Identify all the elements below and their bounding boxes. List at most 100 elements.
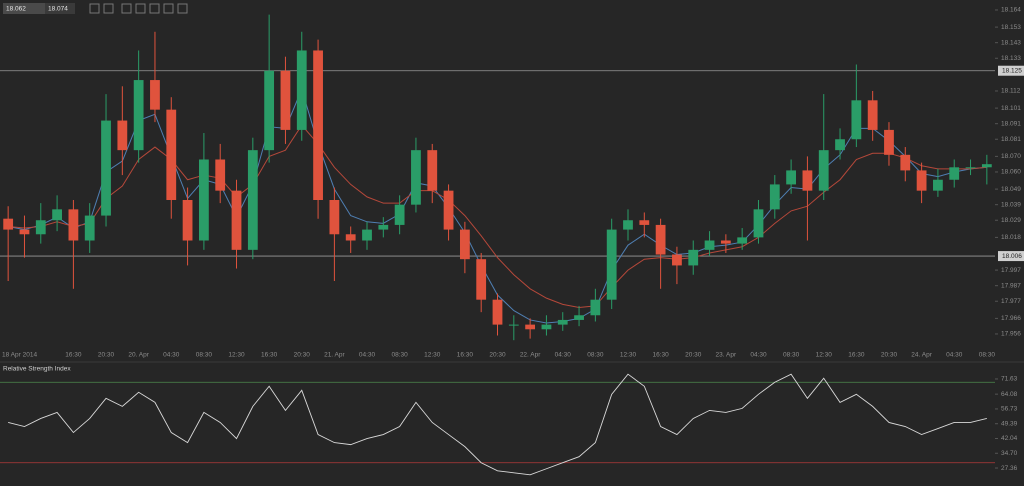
- indicator-button[interactable]: [135, 3, 146, 14]
- y-tick-label: 18.091: [1001, 120, 1021, 127]
- y-tick-label: 18.112: [1001, 88, 1021, 95]
- level-label-box: [998, 251, 1024, 262]
- x-tick-label: 12:30: [424, 352, 441, 359]
- candle-body: [101, 120, 111, 216]
- y-tick-label: 56.73: [1001, 406, 1018, 413]
- chart-type-button[interactable]: [121, 3, 132, 14]
- draw-button[interactable]: [177, 3, 188, 14]
- candle-body: [541, 324, 552, 330]
- x-tick-label: 20:30: [294, 352, 311, 359]
- candle-body: [704, 240, 715, 250]
- candle-body: [525, 324, 536, 330]
- x-tick-label: 12:30: [620, 352, 637, 359]
- bid-box[interactable]: [3, 3, 45, 14]
- x-tick-label: 04:30: [163, 352, 180, 359]
- candle-body: [867, 100, 878, 130]
- candle-body: [19, 229, 30, 235]
- candle-body: [900, 154, 911, 171]
- y-tick-label: 17.977: [1001, 298, 1021, 305]
- level-label-box: [998, 65, 1024, 76]
- y-tick-label: 71.63: [1001, 376, 1018, 383]
- candle-body: [769, 184, 780, 210]
- copy-button[interactable]: [149, 3, 160, 14]
- candle-body: [476, 259, 487, 300]
- ask-price: 18.074: [48, 6, 68, 13]
- candle-body: [639, 220, 650, 225]
- candle-body: [199, 159, 209, 241]
- candle-body: [492, 299, 503, 325]
- candle-body: [753, 209, 764, 238]
- x-tick-label: 16:30: [261, 352, 278, 359]
- y-tick-label: 18.081: [1001, 136, 1021, 143]
- candle-body: [362, 229, 372, 241]
- candle-body: [590, 299, 601, 316]
- candle-body: [117, 120, 128, 151]
- candle-body: [557, 319, 568, 325]
- y-tick-label: 18.049: [1001, 186, 1021, 193]
- ask-box[interactable]: [45, 3, 75, 14]
- candle-body: [264, 70, 275, 151]
- candle-body: [933, 179, 943, 191]
- candle-body: [345, 234, 356, 241]
- candle-body: [378, 224, 389, 230]
- candle-body: [459, 229, 470, 260]
- x-tick-label: 04:30: [750, 352, 767, 359]
- candle-body: [949, 167, 960, 180]
- candle-body: [786, 170, 796, 185]
- y-tick-label: 17.966: [1001, 315, 1021, 322]
- x-tick-label: 08:30: [196, 352, 213, 359]
- x-tick-label: 04:30: [359, 352, 376, 359]
- level-label: 18.006: [1002, 253, 1022, 260]
- rsi-title: Relative Strength Index: [3, 366, 71, 373]
- candle-body: [672, 254, 682, 266]
- zoom-out-button[interactable]: [103, 3, 114, 14]
- candle-body: [606, 229, 617, 300]
- x-tick-label: 20:30: [98, 352, 115, 359]
- candle-body: [394, 204, 405, 225]
- x-tick-label: 18 Apr 2014: [2, 352, 37, 359]
- y-tick-label: 18.101: [1001, 105, 1021, 112]
- y-tick-label: 17.997: [1001, 267, 1021, 274]
- candle-body: [851, 100, 862, 140]
- x-tick-label: 08:30: [391, 352, 408, 359]
- candle-body: [150, 80, 160, 110]
- y-tick-label: 18.018: [1001, 234, 1021, 241]
- y-tick-label: 18.133: [1001, 55, 1021, 62]
- x-tick-label: 08:30: [979, 352, 996, 359]
- candle-body: [655, 224, 666, 255]
- y-tick-label: 18.143: [1001, 39, 1021, 46]
- candle-body: [133, 80, 144, 151]
- candle-body: [916, 170, 927, 191]
- candle-body: [166, 109, 177, 200]
- x-tick-label: 16:30: [848, 352, 865, 359]
- bid-price: 18.062: [6, 6, 26, 13]
- x-tick-label: 16:30: [652, 352, 669, 359]
- candle-body: [737, 237, 748, 244]
- candle-body: [965, 167, 976, 169]
- y-tick-label: 34.70: [1001, 450, 1018, 457]
- rsi-line: [8, 373, 987, 476]
- candle-body: [231, 190, 242, 250]
- candle-body: [3, 218, 14, 230]
- y-tick-label: 18.039: [1001, 201, 1021, 208]
- x-tick-label: 20:30: [489, 352, 506, 359]
- candle-body: [313, 50, 323, 201]
- settings-button[interactable]: [163, 3, 174, 14]
- x-tick-label: 20:30: [685, 352, 702, 359]
- y-tick-label: 18.070: [1001, 153, 1021, 160]
- candle-body: [835, 139, 845, 151]
- x-tick-label: 16:30: [457, 352, 474, 359]
- candle-body: [280, 70, 291, 130]
- x-tick-label: 04:30: [946, 352, 963, 359]
- x-tick-label: 24. Apr: [911, 352, 932, 359]
- x-tick-label: 12:30: [816, 352, 833, 359]
- y-tick-label: 64.08: [1001, 391, 1018, 398]
- candle-body: [508, 324, 519, 326]
- y-tick-label: 49.39: [1001, 420, 1018, 427]
- zoom-in-button[interactable]: [89, 3, 100, 14]
- x-tick-label: 08:30: [587, 352, 604, 359]
- candle-body: [296, 50, 307, 130]
